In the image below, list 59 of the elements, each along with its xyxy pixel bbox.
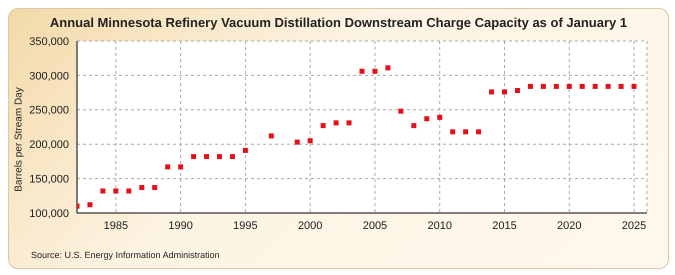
point — [204, 154, 210, 160]
y-tick-label: 150,000 — [29, 174, 69, 186]
point — [178, 164, 184, 170]
x-tick-label: 2005 — [362, 220, 388, 232]
x-tick-label: 2000 — [298, 220, 322, 232]
point — [554, 84, 559, 89]
point — [126, 188, 132, 194]
x-tick-label: 1985 — [104, 220, 128, 232]
x-tick-label: 2020 — [557, 220, 582, 232]
point — [606, 84, 611, 89]
y-tick-label: 200,000 — [29, 139, 69, 152]
point — [113, 188, 118, 194]
point — [385, 65, 390, 70]
point — [411, 123, 416, 128]
point — [618, 84, 624, 89]
point — [360, 68, 364, 74]
point — [514, 88, 520, 94]
point — [632, 84, 637, 89]
y-axis-title: Barrels per Stream Day — [14, 86, 25, 192]
y-tick-label: 100,000 — [29, 208, 69, 220]
point — [372, 68, 378, 74]
point — [489, 89, 494, 94]
point — [139, 185, 144, 190]
point — [268, 133, 274, 138]
point — [346, 120, 352, 126]
point — [191, 154, 196, 160]
point — [87, 202, 92, 208]
point — [424, 116, 430, 122]
point — [566, 84, 572, 89]
point — [450, 129, 456, 134]
point — [217, 154, 222, 160]
x-tick-label: 2010 — [427, 220, 452, 232]
point — [294, 140, 300, 145]
x-tick-label: 1990 — [168, 220, 193, 232]
source-note: Source: U.S. Energy Information Administration — [31, 250, 220, 260]
y-tick-label: 350,000 — [29, 36, 69, 48]
y-tick-label: 300,000 — [29, 70, 69, 82]
point — [152, 185, 158, 190]
point — [580, 84, 585, 89]
chart-title: Annual Minnesota Refinery Vacuum Distillation Downstream Charge Capacity as of January 1 — [48, 15, 628, 30]
point — [592, 84, 598, 89]
point — [463, 129, 468, 134]
point — [476, 129, 482, 134]
point — [100, 188, 106, 194]
x-tick-label: 1995 — [233, 220, 258, 232]
point — [334, 120, 339, 126]
point — [308, 138, 313, 144]
point — [437, 114, 442, 120]
point — [528, 84, 533, 89]
x-tick-label: 2025 — [622, 220, 646, 232]
point — [165, 164, 170, 170]
point — [398, 108, 404, 114]
point — [242, 148, 248, 153]
y-tick-label: 250,000 — [29, 104, 69, 117]
point — [540, 84, 546, 89]
point — [230, 154, 235, 160]
point — [320, 123, 326, 128]
x-tick-label: 2015 — [492, 220, 517, 232]
point — [502, 89, 507, 94]
